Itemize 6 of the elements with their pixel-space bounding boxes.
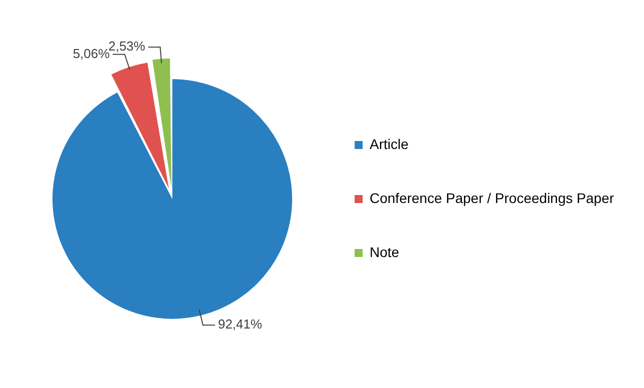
data-label: 5,06% (72, 46, 110, 61)
data-label: 2,53% (108, 38, 146, 54)
legend-label: Note (370, 244, 400, 260)
legend-label: Conference Paper / Proceedings Paper (370, 190, 614, 206)
data-label: 92,41% (218, 316, 263, 332)
legend-label: Article (370, 136, 409, 152)
